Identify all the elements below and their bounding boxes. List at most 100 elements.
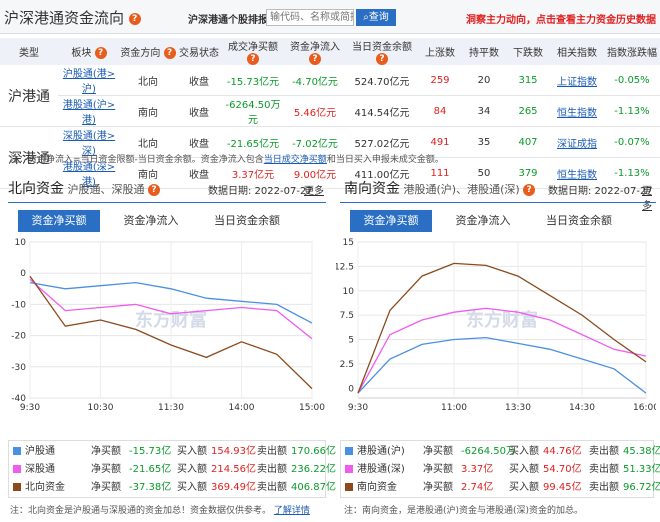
search-button[interactable]: ⌕查询 [356,9,396,26]
legend-name: 沪股通 [25,446,55,457]
legend-sell: 170.66亿 [291,446,336,457]
legend-sell: 45.38亿 [623,446,660,457]
table-row: 港股通(沪>港) 南向 收盘 -6264.50万元 5.46亿元 414.54亿… [0,95,660,127]
legend-net: -6264.50万 [461,446,516,457]
north-divider [8,202,326,203]
balance: 524.70亿元 [346,65,418,96]
legend-net-label: 净买额 [423,482,453,493]
help-icon[interactable]: ? [523,184,536,196]
col-header: 上涨数 [418,38,462,65]
legend-name: 南向资金 [357,482,397,493]
table-header-row: 类型 板块 ? 资金方向 ? 交易状态 成交净买额 ? 资金净流入 ? 当日资金… [0,38,660,65]
balance: 527.02亿元 [346,126,418,158]
north-footnote-text: 注：北向资金是沪股通与深股通的资金加总！资金数据仅供参考。 [10,506,272,516]
down-count: 315 [506,65,550,96]
net-buy: -21.65亿元 [222,126,284,158]
tab-net-inflow[interactable]: 资金净流入 [123,214,179,227]
north-footnote: 注：北向资金是沪股通与深股通的资金加总！资金数据仅供参考。 了解详情 [10,503,310,516]
legend-row: 港股通(沪) 净买额 -6264.50万 买入额 44.76亿 卖出额 45.38亿 [345,443,660,460]
series-line [357,307,647,394]
up-count: 259 [418,65,462,96]
x-tick-label: 13:30 [505,403,531,413]
legend-swatch [345,465,353,473]
col-header: 板块 ? [58,38,120,65]
up-count: 84 [418,95,462,127]
legend-row: 港股通(深) 净买额 3.37亿 买入额 54.70亿 卖出额 51.33亿 [345,461,660,478]
y-tick-label: 0 [20,269,26,279]
legend-buy: 154.93亿 [211,446,256,457]
y-tick-label: 15 [343,238,354,248]
legend-sell-label: 卖出额 [257,464,287,475]
help-icon[interactable]: ? [163,47,176,59]
board-link[interactable]: 港股通(沪>港) [58,95,120,127]
help-icon[interactable]: ? [309,53,321,65]
net-buy: -6264.50万元 [222,95,284,127]
tab-balance[interactable]: 当日资金余额 [214,214,280,227]
legend-swatch [13,483,21,491]
col-header: 类型 [0,38,58,65]
north-more-link[interactable]: 更多 [304,186,324,197]
legend-net-label: 净买额 [91,446,121,457]
note-link[interactable]: 当日成交净买额 [263,155,327,165]
legend-buy-label: 买入额 [509,464,539,475]
index-link[interactable]: 恒生指数 [550,157,604,189]
board-link[interactable]: 沪股通(港>沪) [58,65,120,96]
col-header: 交易状态 [176,38,222,65]
net-inflow: -4.70亿元 [284,65,346,96]
flat-count: 50 [462,157,506,189]
tab-net-buy[interactable]: 资金净买额 [18,210,100,232]
direction: 南向 [120,157,176,189]
legend-row: 北向资金 净买额 -37.38亿 买入额 369.49亿 卖出额 406.87亿 [13,479,336,496]
index-change: -0.07% [604,126,660,158]
watermark: 东方财富 [135,309,207,331]
table-row: 深港通 深股通(港>深) 北向 收盘 -21.65亿元 -7.02亿元 527.… [0,126,660,189]
table-note: 注：资金净流入=当日资金限额-当日资金余额。资金净流入包含当日成交净买额和当日买… [10,152,444,165]
south-legend: 港股通(沪) 净买额 -6264.50万 买入额 44.76亿 卖出额 45.38亿 港股通(… [340,440,660,498]
flat-count: 34 [462,95,506,127]
south-panel-header: 南向资金 港股通(沪)、港股通(深) ? 数据日期: 2022-07-27 更多 [344,178,654,212]
help-icon[interactable]: ? [376,53,388,65]
x-tick-label: 16:00 [633,403,656,413]
north-tabs: 资金净买额 资金净流入 当日资金余额 [18,210,318,232]
south-more-link[interactable]: 更多 [642,186,652,212]
legend-net: -37.38亿 [129,482,172,493]
tab-net-buy[interactable]: 资金净买额 [350,210,432,232]
legend-buy: 54.70亿 [543,464,582,475]
direction: 北向 [120,126,176,158]
y-tick-label: -30 [11,363,26,373]
x-tick-label: 9:30 [20,403,40,413]
north-subtitle: 沪股通、深股通 [67,183,145,196]
table-row: 沪港通 沪股通(港>沪) 北向 收盘 -15.73亿元 -4.70亿元 524.… [0,65,660,127]
promo-link[interactable]: 洞察主力动向，点击查看主力资金历史数据 [466,15,656,26]
index-link[interactable]: 深证成指 [550,126,604,158]
board-link[interactable]: 港股通(深>港) [58,157,120,189]
index-link[interactable]: 恒生指数 [550,95,604,127]
down-count: 407 [506,126,550,158]
help-icon[interactable]: ? [148,184,160,196]
series-line [357,336,647,394]
legend-buy: 99.45亿 [543,482,582,493]
legend-row: 深股通 净买额 -21.65亿 买入额 214.56亿 卖出额 236.22亿 [13,461,336,478]
help-icon[interactable]: ? [247,53,259,65]
board-link[interactable]: 深股通(港>深) [58,126,120,158]
y-tick-label: -20 [11,332,26,342]
net-inflow: -7.02亿元 [284,126,346,158]
index-link[interactable]: 上证指数 [550,65,604,96]
search-input[interactable] [266,9,354,26]
flat-count: 20 [462,65,506,96]
help-icon[interactable]: ? [128,12,141,25]
series-line [357,262,647,394]
y-tick-label: 12.5 [336,262,354,272]
legend-sell-label: 卖出额 [589,482,619,493]
tab-net-inflow[interactable]: 资金净流入 [455,214,511,227]
north-footnote-link[interactable]: 了解详情 [273,506,310,516]
legend-sell-label: 卖出额 [257,446,287,457]
legend-swatch [345,447,353,455]
legend-sell: 406.87亿 [291,482,336,493]
legend-name: 北向资金 [25,482,65,493]
col-header: 当日资金余额 ? [346,38,418,65]
help-icon[interactable]: ? [94,47,107,59]
balance: 411.00亿元 [346,157,418,189]
tab-balance[interactable]: 当日资金余额 [546,214,612,227]
plot-area [357,241,647,399]
